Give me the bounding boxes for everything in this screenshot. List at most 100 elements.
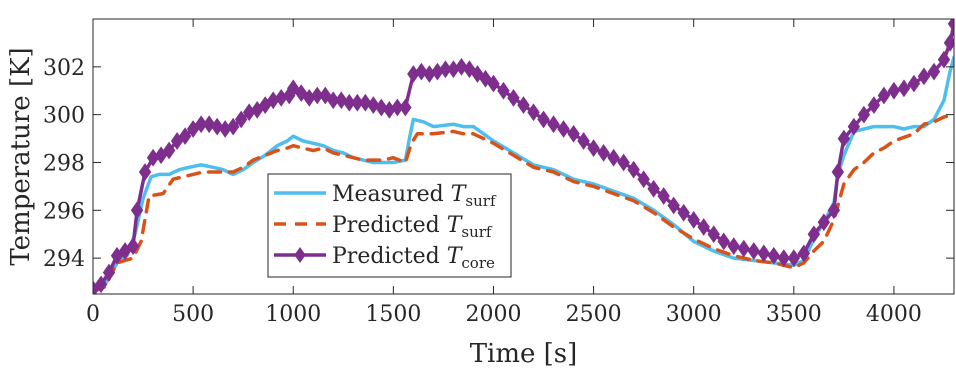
- series-3-point-83: [807, 225, 821, 244]
- series-1-line: [93, 55, 954, 294]
- series-3-point-30: [319, 86, 332, 105]
- series-3-point-75: [727, 237, 740, 256]
- series-3-point-91: [877, 86, 891, 105]
- series-3-point-97: [937, 50, 951, 69]
- series-2-line: [93, 112, 954, 294]
- series-layer: [93, 19, 954, 294]
- series-3-point-19: [234, 110, 248, 129]
- series-3-point-79: [767, 246, 781, 265]
- series-3-point-54: [517, 96, 530, 114]
- x-tick-label-3: 1500: [365, 302, 421, 327]
- x-tick-label-7: 3500: [766, 302, 822, 327]
- series-3-point-49: [471, 65, 484, 83]
- series-2: [93, 112, 954, 294]
- series-3-point-86: [831, 163, 845, 181]
- legend: Measured Tsurf Predicted Tsurf Predicted T…: [267, 173, 512, 278]
- series-3-point-77: [747, 242, 760, 260]
- series-3-point-88: [847, 117, 861, 136]
- series-3-point-15: [202, 115, 216, 134]
- series-3-point-40: [399, 98, 412, 117]
- series-3-point-60: [577, 132, 590, 150]
- series-3-point-5: [126, 237, 140, 256]
- series-3-point-32: [335, 91, 348, 110]
- x-tick-label-8: 4000: [866, 302, 922, 327]
- series-3-point-12: [178, 127, 192, 146]
- series-3-point-26: [287, 79, 300, 98]
- series-3-point-99: [947, 19, 954, 33]
- series-3-point-64: [617, 153, 630, 172]
- series-3-point-80: [777, 249, 791, 268]
- series-3-point-95: [917, 67, 931, 86]
- series-3-point-42: [415, 62, 428, 81]
- series-3-point-71: [687, 210, 700, 229]
- series-3-point-84: [817, 213, 831, 232]
- legend-marker-3: [294, 247, 306, 263]
- series-3-point-67: [647, 179, 660, 198]
- series-3-point-76: [737, 239, 750, 258]
- legend-label-1: Measured Tsurf: [332, 182, 497, 210]
- series-3-point-90: [867, 96, 881, 114]
- legend-item-3: Predicted Tcore: [274, 244, 495, 272]
- series-3-point-55: [527, 103, 540, 122]
- y-tick-label-1: 296: [43, 199, 85, 224]
- series-3-point-57: [547, 115, 560, 134]
- series-3-point-85: [827, 201, 841, 220]
- x-tick-label-5: 2500: [566, 302, 622, 327]
- series-3-point-68: [657, 187, 670, 205]
- legend-item-1: Measured Tsurf: [274, 182, 497, 210]
- series-3-point-93: [897, 79, 911, 98]
- series-3-point-62: [597, 144, 610, 162]
- legend-label-3: Predicted Tcore: [332, 244, 495, 272]
- y-tick-label-0: 294: [43, 247, 85, 272]
- plot-frame: [92, 18, 955, 295]
- series-3-point-50: [479, 69, 492, 88]
- series-3-point-89: [857, 105, 871, 124]
- series-3-point-70: [677, 203, 690, 222]
- series-3-point-16: [210, 117, 224, 136]
- series-3-point-65: [627, 160, 640, 179]
- series-3-point-66: [637, 170, 650, 189]
- series-3-point-78: [757, 244, 770, 263]
- series-3-point-37: [375, 98, 388, 117]
- series-3-point-7: [138, 163, 152, 181]
- series-3-point-53: [507, 89, 520, 107]
- series-3-point-47: [455, 57, 468, 76]
- series-3-point-87: [837, 129, 851, 148]
- series-3-point-52: [497, 81, 510, 100]
- series-3-point-82: [797, 244, 811, 263]
- series-3-point-2: [102, 263, 116, 282]
- series-3-point-94: [907, 74, 921, 93]
- x-tick-label-2: 1000: [265, 302, 321, 327]
- series-3-point-6: [130, 201, 144, 220]
- series-3-point-69: [667, 196, 680, 215]
- series-3-point-74: [717, 232, 730, 251]
- series-3-point-56: [537, 110, 550, 129]
- series-3-point-81: [787, 249, 801, 268]
- series-3-point-96: [927, 62, 941, 81]
- x-tick-label-1: 500: [172, 302, 214, 327]
- legend-box: [267, 173, 512, 278]
- series-3-point-36: [367, 96, 380, 114]
- x-tick-label-6: 3000: [666, 302, 722, 327]
- series-3-point-51: [487, 74, 500, 93]
- series-3-point-59: [567, 124, 580, 143]
- series-1: [93, 55, 954, 294]
- series-3-point-1: [94, 275, 108, 294]
- series-3-point-72: [697, 218, 710, 236]
- series-3-point-61: [587, 139, 600, 158]
- y-tick-label-3: 300: [43, 104, 85, 129]
- y-axis-label: Temperature [K]: [6, 47, 36, 265]
- series-3-point-73: [707, 225, 720, 244]
- series-3-point-10: [162, 141, 176, 160]
- series-3-point-58: [557, 120, 570, 138]
- tick-layer: 0 500 1000 1500 2000 2500 3000 3500 4000 294 296 29…: [43, 19, 954, 327]
- series-3-point-63: [607, 148, 620, 167]
- legend-label-2: Predicted Tsurf: [332, 213, 493, 241]
- legend-item-2: Predicted Tsurf: [274, 213, 493, 241]
- series-3-point-35: [359, 93, 372, 112]
- x-tick-label-4: 2000: [465, 302, 521, 327]
- y-tick-label-2: 298: [43, 151, 85, 176]
- y-tick-label-4: 302: [43, 56, 85, 81]
- x-tick-label-0: 0: [86, 302, 100, 327]
